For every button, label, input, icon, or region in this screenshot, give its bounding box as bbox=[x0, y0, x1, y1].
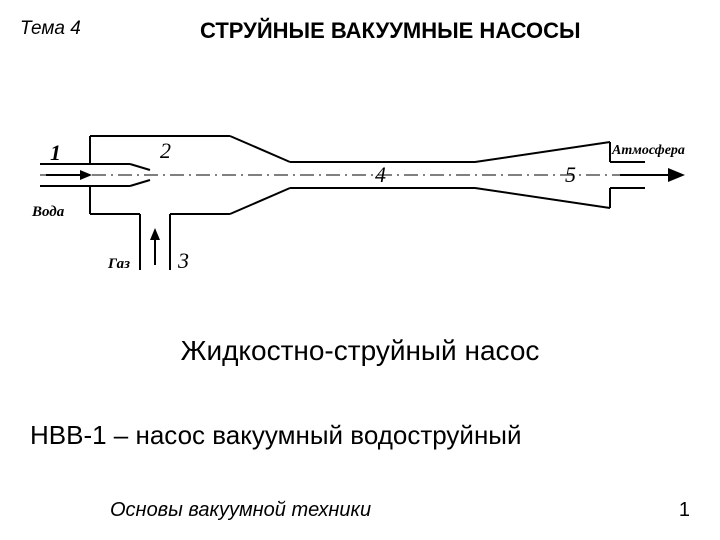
caption-sub: НВВ-1 – насос вакуумный водоструйный bbox=[30, 420, 522, 451]
diagram-label-4: 4 bbox=[375, 162, 386, 187]
diagram-label-2: 2 bbox=[160, 138, 171, 163]
diagram-label-atm: Атмосфера bbox=[611, 143, 685, 158]
diagram-label-water: Вода bbox=[31, 204, 65, 220]
page-number: 1 bbox=[679, 499, 690, 522]
diagram-label-gas: Газ bbox=[107, 256, 130, 272]
footer-text: Основы вакуумной техники bbox=[110, 499, 371, 522]
page-title: СТРУЙНЫЕ ВАКУУМНЫЕ НАСОСЫ bbox=[200, 18, 581, 44]
topic-label: Тема 4 bbox=[20, 18, 81, 40]
pump-schematic: 1 2 3 4 5 Вода Газ Атмосфера bbox=[20, 100, 700, 300]
diagram-label-3: 3 bbox=[177, 248, 189, 273]
diagram-label-1: 1 bbox=[50, 140, 61, 165]
caption-main: Жидкостно-струйный насос bbox=[0, 335, 720, 367]
diagram-label-5: 5 bbox=[565, 162, 576, 187]
